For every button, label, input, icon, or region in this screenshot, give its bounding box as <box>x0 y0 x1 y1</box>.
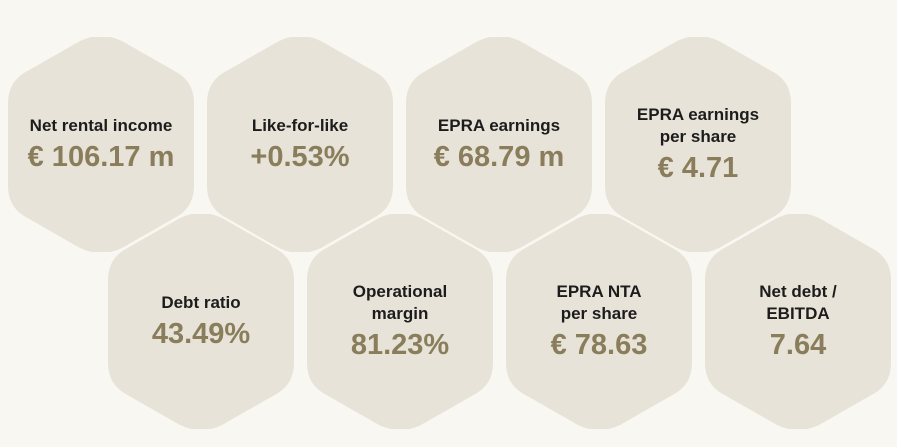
hexagon-shape <box>207 37 393 252</box>
hexagon-shape <box>8 37 194 252</box>
hexagon-shape <box>605 37 791 252</box>
kpi-value: € 4.71 <box>657 151 739 184</box>
kpi-operational-margin: Operational margin 81.23% <box>307 214 493 429</box>
hexagon-shape <box>506 214 692 429</box>
kpi-value: 7.64 <box>769 328 827 361</box>
kpi-epra-earnings-per-share: EPRA earnings per share € 4.71 <box>605 37 791 252</box>
hexagon-shape <box>307 214 493 429</box>
kpi-label: EPRA earnings <box>437 115 561 135</box>
kpi-label: Operational margin <box>352 281 448 323</box>
kpi-value: +0.53% <box>250 140 350 173</box>
kpi-value: 43.49% <box>151 317 251 350</box>
kpi-epra-nta-per-share: EPRA NTA per share € 78.63 <box>506 214 692 429</box>
hexagon-shape <box>108 214 294 429</box>
kpi-label: EPRA earnings per share <box>636 104 760 146</box>
kpi-label: Like-for-like <box>251 115 349 135</box>
kpi-value: € 68.79 m <box>433 140 565 173</box>
kpi-value: € 106.17 m <box>27 140 175 173</box>
kpi-label: Net debt / EBITDA <box>759 281 837 323</box>
hexagon-shape <box>406 37 592 252</box>
kpi-like-for-like: Like-for-like +0.53% <box>207 37 393 252</box>
kpi-net-rental-income: Net rental income € 106.17 m <box>8 37 194 252</box>
kpi-label: EPRA NTA per share <box>556 281 642 323</box>
kpi-value: € 78.63 <box>550 328 648 361</box>
kpi-debt-ratio: Debt ratio 43.49% <box>108 214 294 429</box>
kpi-label: Debt ratio <box>161 292 241 312</box>
kpi-net-debt-ebitda: Net debt / EBITDA 7.64 <box>705 214 891 429</box>
hexagon-shape <box>705 214 891 429</box>
kpi-value: 81.23% <box>350 328 450 361</box>
kpi-label: Net rental income <box>29 115 173 135</box>
kpi-epra-earnings: EPRA earnings € 68.79 m <box>406 37 592 252</box>
